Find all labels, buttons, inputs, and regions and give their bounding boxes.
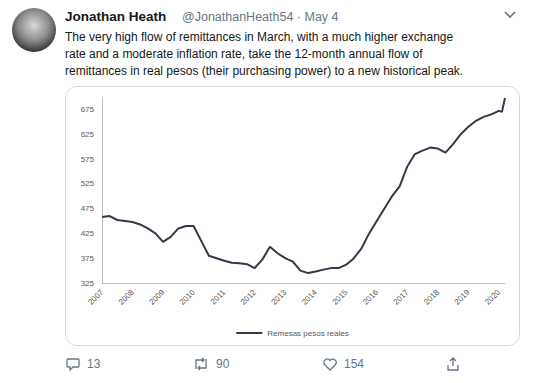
svg-text:2015: 2015 xyxy=(330,287,349,306)
svg-text:425: 425 xyxy=(81,229,95,238)
svg-text:2018: 2018 xyxy=(422,287,441,306)
svg-text:575: 575 xyxy=(81,155,95,164)
svg-text:2014: 2014 xyxy=(300,287,319,306)
html-text:13: 13 xyxy=(87,357,101,371)
svg-text:2013: 2013 xyxy=(269,287,288,306)
svg-text:2007: 2007 xyxy=(86,287,105,306)
svg-text:325: 325 xyxy=(81,279,95,288)
html-text:Jonathan Heath: Jonathan Heath xyxy=(65,9,167,24)
html-text:@JonathanHeath54 · May 4: @JonathanHeath54 · May 4 xyxy=(182,10,339,24)
html-text:The very high flow of remittan: The very high flow of remittances in Mar… xyxy=(65,30,454,44)
svg-text:2020: 2020 xyxy=(483,287,502,306)
html-text:rate and a moderate inflation: rate and a moderate inflation rate, take… xyxy=(65,47,423,61)
svg-text:375: 375 xyxy=(81,254,95,263)
svg-text:2011: 2011 xyxy=(209,287,228,306)
svg-text:525: 525 xyxy=(81,179,95,188)
svg-text:625: 625 xyxy=(81,130,95,139)
svg-text:2012: 2012 xyxy=(239,287,258,306)
svg-text:2010: 2010 xyxy=(178,287,197,306)
html-text:90: 90 xyxy=(216,357,230,371)
html-text:154: 154 xyxy=(344,357,364,371)
svg-text:2017: 2017 xyxy=(392,287,411,306)
svg-text:2016: 2016 xyxy=(361,287,380,306)
svg-text:2019: 2019 xyxy=(453,287,472,306)
svg-text:2009: 2009 xyxy=(147,287,166,306)
svg-text:475: 475 xyxy=(81,204,95,213)
svg-text:2008: 2008 xyxy=(117,287,136,306)
svg-text:675: 675 xyxy=(81,105,95,114)
html-text:remittances in real pesos (the: remittances in real pesos (their purchas… xyxy=(65,64,464,78)
svg-text:Remesas pesos reales: Remesas pesos reales xyxy=(267,329,348,338)
